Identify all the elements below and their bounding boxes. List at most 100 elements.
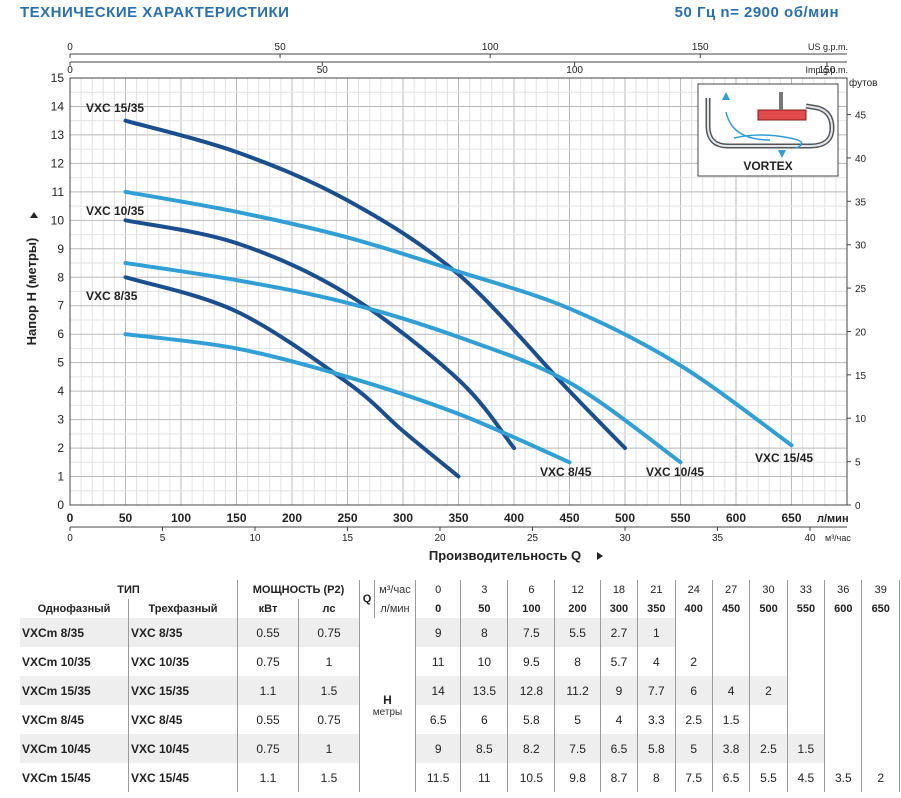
power-kw: 0.55 bbox=[237, 705, 299, 734]
single-phase-header: Однофазный bbox=[20, 599, 129, 618]
chart-series bbox=[123, 118, 794, 479]
head-value-cell bbox=[712, 647, 751, 676]
series-curve-vxc-10-45 bbox=[123, 261, 683, 465]
m3h-tick-label: 30 bbox=[619, 533, 631, 544]
y-tick-label: 1 bbox=[57, 470, 64, 484]
power-kw: 0.75 bbox=[237, 734, 299, 763]
series-label: VXC 15/45 bbox=[755, 451, 813, 465]
hp-header: лс bbox=[298, 599, 360, 618]
feet-tick-label: 5 bbox=[855, 458, 861, 469]
table-row: VXCm 8/45 VXC 8/45 0.55 0.75 6.5 6 5.8 5 4 3.3 2.5… bbox=[20, 705, 900, 734]
head-value-cell: 3.8 bbox=[712, 734, 751, 763]
head-value-cell: 8 bbox=[554, 647, 601, 676]
power-kw: 1.1 bbox=[237, 763, 299, 792]
x-tick-label: 250 bbox=[337, 511, 357, 525]
single-phase-model: VXCm 10/45 bbox=[20, 734, 129, 763]
q-lmin-cell: 500 bbox=[749, 599, 788, 618]
power-kw: 0.75 bbox=[237, 647, 299, 676]
page-title: ТЕХНИЧЕСКИЕ ХАРАКТЕРИСТИКИ bbox=[20, 4, 290, 21]
q-m3h-cell: 12 bbox=[554, 580, 601, 599]
feet-tick-label: 20 bbox=[855, 327, 867, 338]
head-value-cell: 5 bbox=[554, 705, 601, 734]
head-value-cell: 1.5 bbox=[787, 734, 826, 763]
feet-tick-label: 15 bbox=[855, 371, 867, 382]
power-header: МОЩНОСТЬ (P2) bbox=[237, 580, 360, 599]
head-value-cell bbox=[861, 618, 900, 647]
imp-gpm-tick-label: 50 bbox=[317, 65, 329, 76]
table-row: VXCm 15/45 VXC 15/45 1.1 1.5 11.5 11 10.5 9.8 8.… bbox=[20, 763, 900, 792]
power-hp: 1 bbox=[298, 647, 360, 676]
head-value-cell bbox=[787, 647, 826, 676]
head-value-cell bbox=[749, 618, 788, 647]
head-value-cell: 8.2 bbox=[507, 734, 556, 763]
feet-unit-label: футов bbox=[849, 77, 877, 89]
head-value-cell: 5.8 bbox=[507, 705, 556, 734]
q-lmin-cell: 50 bbox=[460, 599, 509, 618]
frequency-label: 50 Гц n= 2900 об/мин bbox=[674, 4, 839, 21]
kw-header: кВт bbox=[237, 599, 299, 618]
head-value-cell: 9 bbox=[415, 618, 462, 647]
head-value-cell: 8 bbox=[460, 618, 509, 647]
m3h-tick-label: 35 bbox=[712, 533, 724, 544]
head-value-cell: 5 bbox=[675, 734, 713, 763]
table-row: VXCm 10/35 VXC 10/35 0.75 1 11 10 9.5 8 5.7 4 2 bbox=[20, 647, 900, 676]
vortex-label: VORTEX bbox=[743, 159, 792, 173]
m3h-tick-label: 15 bbox=[342, 533, 354, 544]
head-value-cell: 1 bbox=[637, 618, 676, 647]
head-value-cell: 2.5 bbox=[675, 705, 713, 734]
head-value-cell bbox=[824, 705, 863, 734]
head-value-cell: 2 bbox=[749, 676, 788, 705]
q-lmin-cell: 350 bbox=[637, 599, 676, 618]
m3h-tick-label: 20 bbox=[434, 533, 446, 544]
y-tick-label: 15 bbox=[51, 71, 65, 85]
feet-tick-label: 0 bbox=[855, 501, 861, 512]
chart-axes: 0123456789101112131415051015202530354045… bbox=[24, 42, 877, 563]
q-m3h-cell: 3 bbox=[460, 580, 509, 599]
h-label: H bbox=[383, 692, 392, 707]
imp-gpm-tick-label: 150 bbox=[819, 65, 836, 76]
head-value-cell: 8 bbox=[637, 763, 676, 792]
series-label: VXC 8/35 bbox=[86, 289, 138, 303]
us-gpm-tick-label: 150 bbox=[692, 42, 709, 53]
y-tick-label: 6 bbox=[57, 327, 64, 341]
x-tick-label: 300 bbox=[393, 511, 413, 525]
x-tick-label: 100 bbox=[171, 511, 191, 525]
plot-frame bbox=[69, 77, 848, 506]
y-tick-label: 13 bbox=[51, 128, 65, 142]
head-value-cell bbox=[824, 618, 863, 647]
q-lmin-cell: 300 bbox=[600, 599, 639, 618]
head-value-cell: 5.5 bbox=[554, 618, 601, 647]
three-phase-model: VXC 15/35 bbox=[128, 676, 238, 705]
m3h-tick-label: 10 bbox=[249, 533, 261, 544]
q-lmin-cell: 600 bbox=[824, 599, 863, 618]
y-tick-label: 4 bbox=[57, 384, 64, 398]
y-tick-label: 12 bbox=[51, 156, 65, 170]
head-value-cell: 3.3 bbox=[637, 705, 676, 734]
us-gpm-tick-label: 50 bbox=[275, 42, 287, 53]
y-tick-label: 3 bbox=[57, 413, 64, 427]
x-tick-label: 400 bbox=[504, 511, 524, 525]
head-value-cell: 9 bbox=[415, 734, 462, 763]
y-axis-arrow-icon bbox=[30, 212, 38, 218]
flow-line-icon bbox=[725, 111, 771, 141]
head-value-cell: 2.7 bbox=[600, 618, 639, 647]
head-value-cell: 10.5 bbox=[507, 763, 556, 792]
q-m3h-cell: 30 bbox=[749, 580, 788, 599]
head-value-cell: 4 bbox=[712, 676, 751, 705]
head-value-cell: 9 bbox=[600, 676, 639, 705]
power-hp: 0.75 bbox=[298, 705, 360, 734]
y-tick-label: 10 bbox=[51, 213, 65, 227]
outlet-arrow-icon bbox=[722, 92, 730, 100]
head-value-cell: 3.5 bbox=[824, 763, 863, 792]
head-value-cell: 9.5 bbox=[507, 647, 556, 676]
us-gpm-tick-label: 0 bbox=[67, 42, 73, 53]
three-phase-model: VXC 8/35 bbox=[128, 618, 238, 647]
three-phase-header: Трехфазный bbox=[128, 599, 238, 618]
head-value-cell: 9.8 bbox=[554, 763, 601, 792]
head-value-cell: 2.5 bbox=[749, 734, 788, 763]
head-value-cell bbox=[861, 676, 900, 705]
table-row: VXCm 15/35 VXC 15/35 1.1 1.5 14 13.5 12.8 11.2 9… bbox=[20, 676, 900, 705]
type-header: ТИП bbox=[20, 580, 238, 599]
head-value-cell bbox=[749, 647, 788, 676]
head-value-cell bbox=[861, 647, 900, 676]
